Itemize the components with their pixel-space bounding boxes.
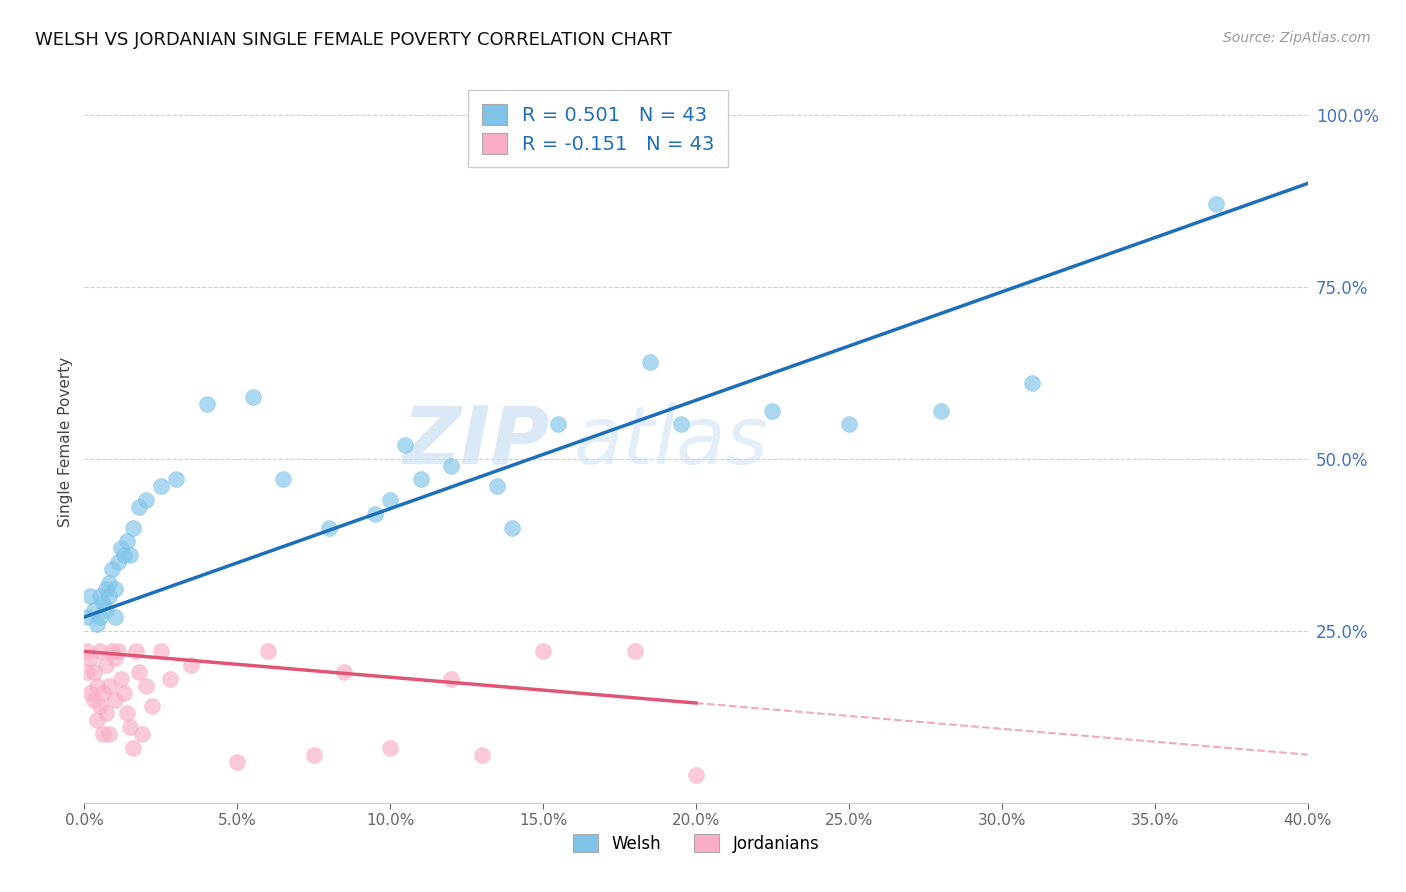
Point <box>131 727 153 741</box>
Point <box>83 665 105 679</box>
Point <box>364 507 387 521</box>
Point <box>89 590 111 604</box>
Point <box>929 403 952 417</box>
Point <box>547 417 569 432</box>
Point <box>318 520 340 534</box>
Point <box>440 672 463 686</box>
Text: WELSH VS JORDANIAN SINGLE FEMALE POVERTY CORRELATION CHART: WELSH VS JORDANIAN SINGLE FEMALE POVERTY… <box>35 31 672 49</box>
Point <box>110 541 132 556</box>
Point <box>89 610 111 624</box>
Point <box>120 720 142 734</box>
Point <box>838 417 860 432</box>
Point <box>135 493 157 508</box>
Point <box>380 740 402 755</box>
Point <box>110 672 132 686</box>
Point <box>76 665 98 679</box>
Point <box>76 610 98 624</box>
Point <box>79 590 101 604</box>
Point <box>76 644 98 658</box>
Text: Source: ZipAtlas.com: Source: ZipAtlas.com <box>1223 31 1371 45</box>
Point <box>271 472 294 486</box>
Point <box>112 548 135 562</box>
Point <box>669 417 692 432</box>
Point <box>685 768 707 782</box>
Point <box>638 355 661 369</box>
Point <box>120 548 142 562</box>
Point <box>471 747 494 762</box>
Point <box>761 403 783 417</box>
Point <box>107 644 129 658</box>
Legend: Welsh, Jordanians: Welsh, Jordanians <box>567 828 825 860</box>
Point <box>122 740 145 755</box>
Point <box>94 603 117 617</box>
Point <box>91 727 114 741</box>
Point <box>257 644 280 658</box>
Point <box>94 706 117 721</box>
Point <box>380 493 402 508</box>
Point <box>86 713 108 727</box>
Point <box>159 672 181 686</box>
Point <box>91 686 114 700</box>
Point <box>104 582 127 597</box>
Point <box>531 644 554 658</box>
Point <box>440 458 463 473</box>
Point <box>89 644 111 658</box>
Point <box>125 644 148 658</box>
Point <box>94 582 117 597</box>
Text: atlas: atlas <box>574 402 769 481</box>
Point <box>115 706 138 721</box>
Point <box>122 520 145 534</box>
Point <box>135 679 157 693</box>
Point <box>141 699 163 714</box>
Point <box>97 575 120 590</box>
Point <box>97 679 120 693</box>
Point <box>107 555 129 569</box>
Point <box>104 651 127 665</box>
Point <box>83 692 105 706</box>
Point <box>79 686 101 700</box>
Point <box>333 665 356 679</box>
Point <box>97 727 120 741</box>
Point <box>242 390 264 404</box>
Point <box>101 644 124 658</box>
Point <box>624 644 647 658</box>
Point <box>83 603 105 617</box>
Point <box>94 658 117 673</box>
Point <box>149 644 172 658</box>
Point <box>486 479 509 493</box>
Point <box>1021 376 1043 390</box>
Point <box>86 616 108 631</box>
Point <box>79 651 101 665</box>
Point <box>1205 197 1227 211</box>
Point <box>115 534 138 549</box>
Point <box>91 596 114 610</box>
Text: ZIP: ZIP <box>402 402 550 481</box>
Point <box>86 679 108 693</box>
Point <box>165 472 187 486</box>
Point <box>128 500 150 514</box>
Point <box>104 610 127 624</box>
Point <box>128 665 150 679</box>
Point <box>97 590 120 604</box>
Point <box>112 686 135 700</box>
Point <box>409 472 432 486</box>
Point <box>180 658 202 673</box>
Point <box>101 562 124 576</box>
Point <box>149 479 172 493</box>
Y-axis label: Single Female Poverty: Single Female Poverty <box>58 357 73 526</box>
Point <box>394 438 416 452</box>
Point <box>104 692 127 706</box>
Point <box>226 755 249 769</box>
Point <box>89 699 111 714</box>
Point <box>195 397 218 411</box>
Point <box>302 747 325 762</box>
Point <box>502 520 524 534</box>
